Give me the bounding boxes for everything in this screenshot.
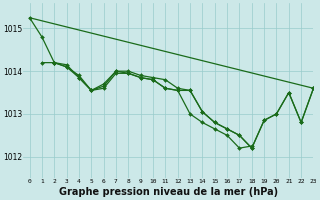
X-axis label: Graphe pression niveau de la mer (hPa): Graphe pression niveau de la mer (hPa) xyxy=(59,187,278,197)
